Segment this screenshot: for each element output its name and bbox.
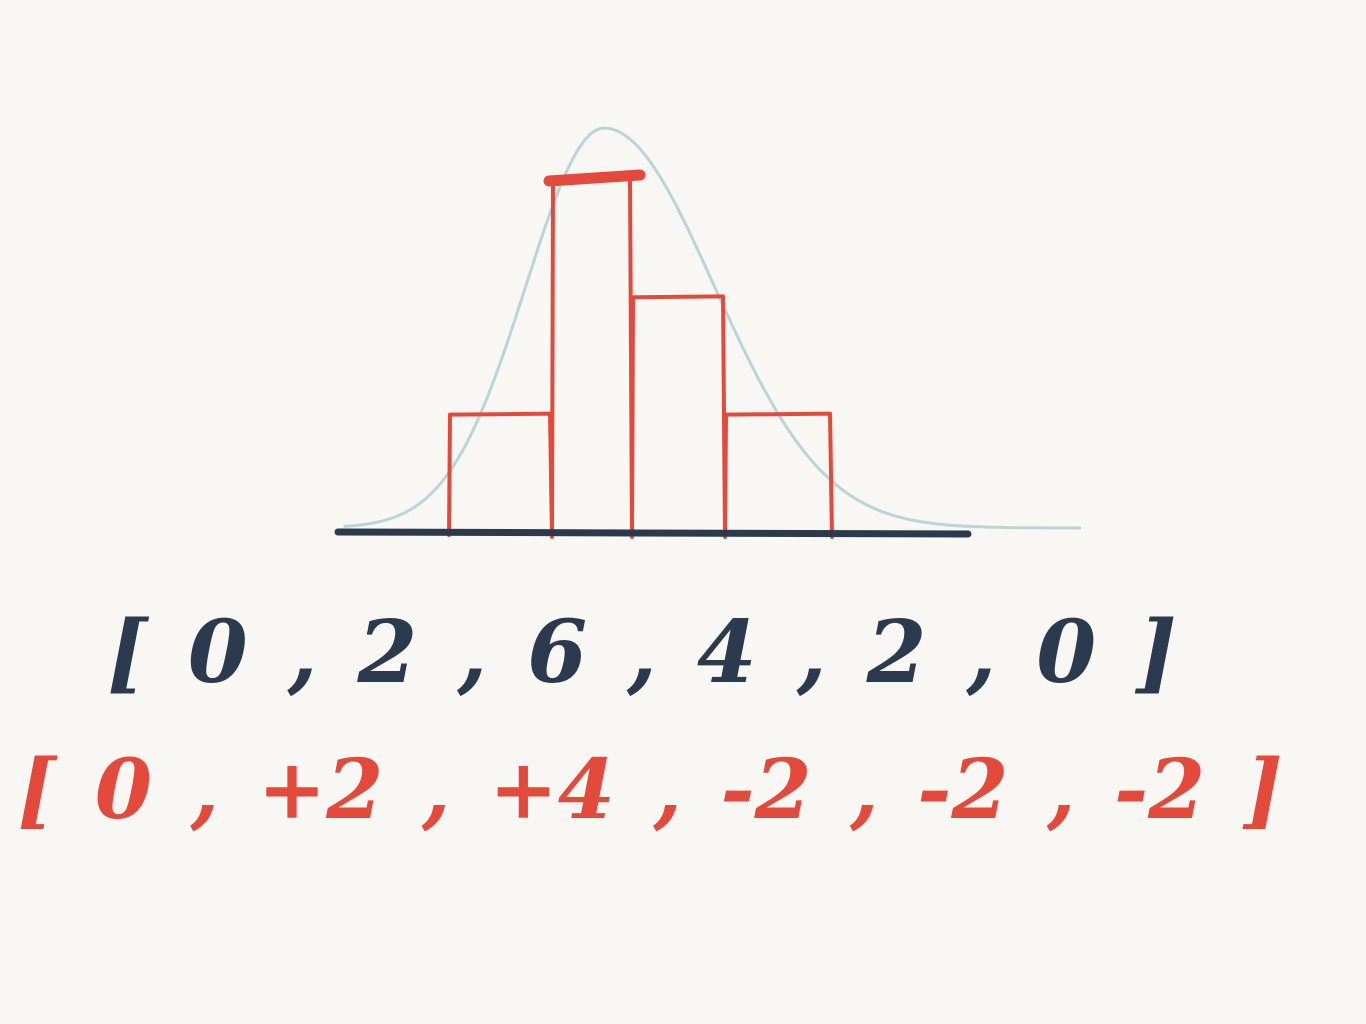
counts-array: [ 0 , 2 , 6 , 4 , 2 , 0 ]: [107, 602, 1177, 703]
histogram-bar-outline: [630, 294, 727, 539]
deltas-comma: ,: [652, 742, 682, 838]
deltas-item: +4: [489, 742, 615, 838]
deltas-array: [ 0 , +2 , +4 , -2 , -2 , -2 ]: [17, 742, 1282, 838]
counts-comma: ,: [796, 602, 827, 703]
counts-comma: ,: [965, 602, 996, 703]
counts-item: 2: [357, 602, 418, 703]
counts-comma: ,: [456, 602, 487, 703]
x-axis-line: [334, 528, 972, 538]
histogram-bar-top-emphasis: [543, 169, 646, 187]
histogram-bar-outline: [550, 177, 634, 539]
deltas-close-bracket: ]: [1242, 742, 1283, 838]
deltas-item: 0: [95, 742, 152, 838]
deltas-item: -2: [917, 742, 1008, 838]
counts-open-bracket: [: [107, 602, 149, 703]
bell-curve: [343, 126, 1082, 530]
histogram: [447, 169, 834, 539]
deltas-item: +2: [258, 742, 384, 838]
deltas-comma: ,: [189, 742, 219, 838]
deltas-open-bracket: [: [17, 742, 58, 838]
counts-item: 2: [866, 602, 927, 703]
histogram-bar: [723, 411, 834, 539]
counts-comma: ,: [287, 602, 318, 703]
counts-close-bracket: ]: [1134, 602, 1177, 703]
histogram-bar: [447, 411, 554, 539]
counts-item: 0: [1036, 602, 1096, 703]
histogram-bar-outline: [723, 411, 834, 539]
counts-comma: ,: [626, 602, 657, 703]
deltas-comma: ,: [849, 742, 879, 838]
deltas-comma: ,: [421, 742, 451, 838]
deltas-item: -2: [1114, 742, 1205, 838]
histogram-bar: [543, 169, 646, 539]
deltas-item: -2: [721, 742, 812, 838]
deltas-comma: ,: [1046, 742, 1076, 838]
counts-item: 0: [188, 602, 248, 703]
histogram-bar: [630, 294, 727, 539]
histogram-bar-outline: [447, 411, 554, 539]
counts-item: 6: [527, 602, 587, 703]
counts-item: 4: [697, 602, 757, 703]
